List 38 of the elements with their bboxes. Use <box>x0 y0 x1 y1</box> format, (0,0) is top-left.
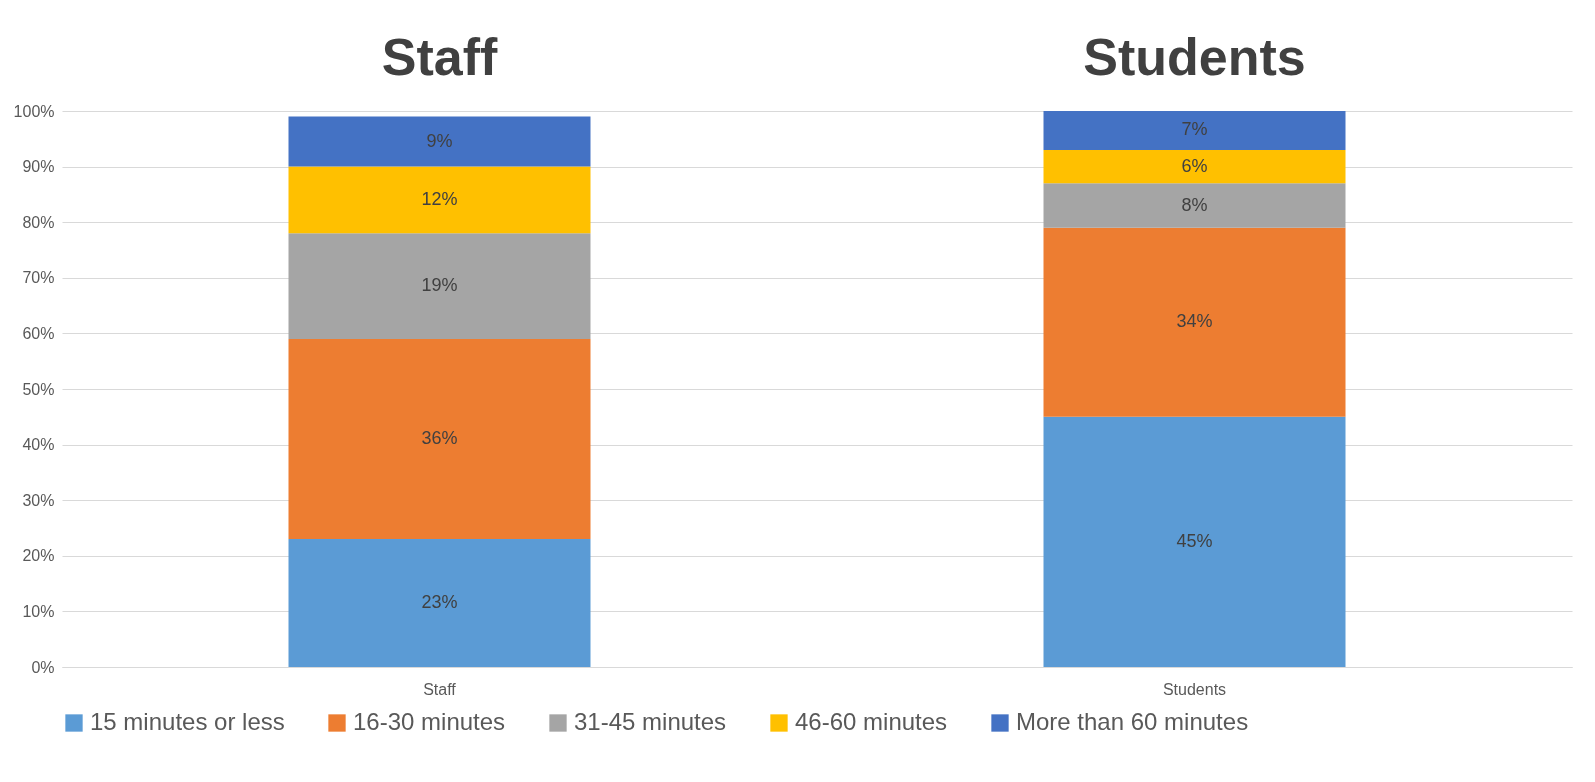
data-label: 45% <box>1176 530 1213 551</box>
y-tick-label: 90% <box>22 158 55 176</box>
y-tick-label: 70% <box>22 269 55 287</box>
y-tick-label: 40% <box>22 436 55 454</box>
text: Students <box>1162 680 1227 698</box>
data-label: 6% <box>1181 155 1208 176</box>
bar <box>1043 111 1346 150</box>
bar <box>1043 149 1346 184</box>
y-tick-label: 0% <box>31 658 55 676</box>
bar <box>1043 416 1346 667</box>
legend-label: 31-45 minutes <box>574 708 727 735</box>
y-tick-label: 20% <box>22 547 55 565</box>
data-label: 9% <box>426 130 453 151</box>
y-tick-label: 80% <box>22 213 55 231</box>
text: Staff <box>423 680 457 698</box>
data-label: 12% <box>421 188 458 209</box>
bar <box>1043 183 1346 228</box>
data-label: 7% <box>1181 119 1208 140</box>
legend-label: 46-60 minutes <box>795 708 948 735</box>
legend-label: 15 minutes or less <box>90 708 285 735</box>
bar <box>1043 227 1346 417</box>
legend-label: 16-30 minutes <box>353 708 506 735</box>
bar <box>288 539 591 667</box>
y-tick-label: 10% <box>22 602 55 620</box>
bar <box>288 166 591 234</box>
legend-label: More than 60 minutes <box>1016 708 1249 735</box>
bar <box>288 233 591 339</box>
data-label: 19% <box>421 275 458 296</box>
data-label: 23% <box>421 592 458 613</box>
bar <box>288 116 591 167</box>
data-label: 34% <box>1176 311 1213 332</box>
bar <box>288 338 591 540</box>
data-label: 36% <box>421 428 458 449</box>
y-tick-label: 60% <box>22 324 55 342</box>
y-tick-label: 50% <box>22 380 55 398</box>
data-label: 8% <box>1181 194 1208 215</box>
y-tick-label: 100% <box>13 102 55 120</box>
y-tick-label: 30% <box>22 491 55 509</box>
